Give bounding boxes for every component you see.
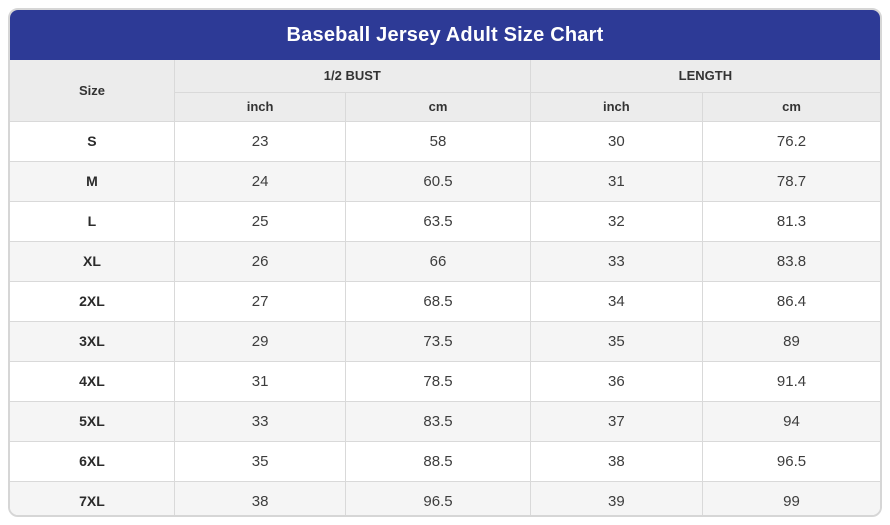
column-header-length-cm: cm [701,91,880,122]
table-row: 5XL 33 83.5 37 94 [10,400,880,442]
size-cell: 5XL [10,400,175,442]
value-cell: 76.2 [701,120,880,162]
value-cell: 91.4 [701,360,880,402]
value-cell: 37 [529,400,703,442]
value-cell: 68.5 [345,280,531,322]
table-row: 3XL 29 73.5 35 89 [10,320,880,362]
table-row: XL 26 66 33 83.8 [10,240,880,282]
value-cell: 38 [173,480,347,515]
size-cell: S [10,120,175,162]
table-row: 6XL 35 88.5 38 96.5 [10,440,880,482]
table-row: 2XL 27 68.5 34 86.4 [10,280,880,322]
table-body: S 23 58 30 76.2 M 24 60.5 31 78.7 L 25 63.5 32 81.3 XL 2… [10,120,880,515]
value-cell: 96.5 [345,480,531,515]
column-header-bust-cm: cm [345,91,531,122]
value-cell: 24 [173,160,347,202]
value-cell: 94 [701,400,880,442]
size-cell: 7XL [10,480,175,515]
size-cell: 4XL [10,360,175,402]
size-chart-card: Baseball Jersey Adult Size Chart Size 1/… [8,8,882,517]
value-cell: 58 [345,120,531,162]
table-row: 7XL 38 96.5 39 99 [10,480,880,515]
size-chart-table: Size 1/2 BUST LENGTH inch cm inch cm S 23… [10,60,880,515]
value-cell: 29 [173,320,347,362]
value-cell: 35 [529,320,703,362]
value-cell: 66 [345,240,531,282]
column-header-length: LENGTH [529,60,880,93]
value-cell: 38 [529,440,703,482]
size-cell: L [10,200,175,242]
value-cell: 36 [529,360,703,402]
value-cell: 39 [529,480,703,515]
chart-title-bar: Baseball Jersey Adult Size Chart [10,10,880,60]
value-cell: 83.8 [701,240,880,282]
size-cell: XL [10,240,175,282]
chart-title: Baseball Jersey Adult Size Chart [286,23,604,46]
value-cell: 30 [529,120,703,162]
column-header-length-inch: inch [529,91,703,122]
value-cell: 83.5 [345,400,531,442]
table-header: Size 1/2 BUST LENGTH inch cm inch cm [10,60,880,122]
value-cell: 33 [173,400,347,442]
value-cell: 23 [173,120,347,162]
value-cell: 32 [529,200,703,242]
value-cell: 86.4 [701,280,880,322]
table-row: S 23 58 30 76.2 [10,120,880,162]
value-cell: 63.5 [345,200,531,242]
table-row: L 25 63.5 32 81.3 [10,200,880,242]
value-cell: 73.5 [345,320,531,362]
size-cell: 3XL [10,320,175,362]
value-cell: 26 [173,240,347,282]
value-cell: 27 [173,280,347,322]
value-cell: 78.7 [701,160,880,202]
value-cell: 96.5 [701,440,880,482]
column-header-size: Size [10,60,175,122]
value-cell: 89 [701,320,880,362]
size-cell: 6XL [10,440,175,482]
value-cell: 31 [173,360,347,402]
value-cell: 60.5 [345,160,531,202]
value-cell: 81.3 [701,200,880,242]
value-cell: 78.5 [345,360,531,402]
column-header-bust-inch: inch [174,91,347,122]
value-cell: 34 [529,280,703,322]
value-cell: 25 [173,200,347,242]
size-cell: M [10,160,175,202]
column-header-half-bust: 1/2 BUST [173,60,531,93]
table-row: 4XL 31 78.5 36 91.4 [10,360,880,402]
value-cell: 88.5 [345,440,531,482]
size-cell: 2XL [10,280,175,322]
value-cell: 31 [529,160,703,202]
value-cell: 33 [529,240,703,282]
value-cell: 35 [173,440,347,482]
value-cell: 99 [701,480,880,515]
table-row: M 24 60.5 31 78.7 [10,160,880,202]
